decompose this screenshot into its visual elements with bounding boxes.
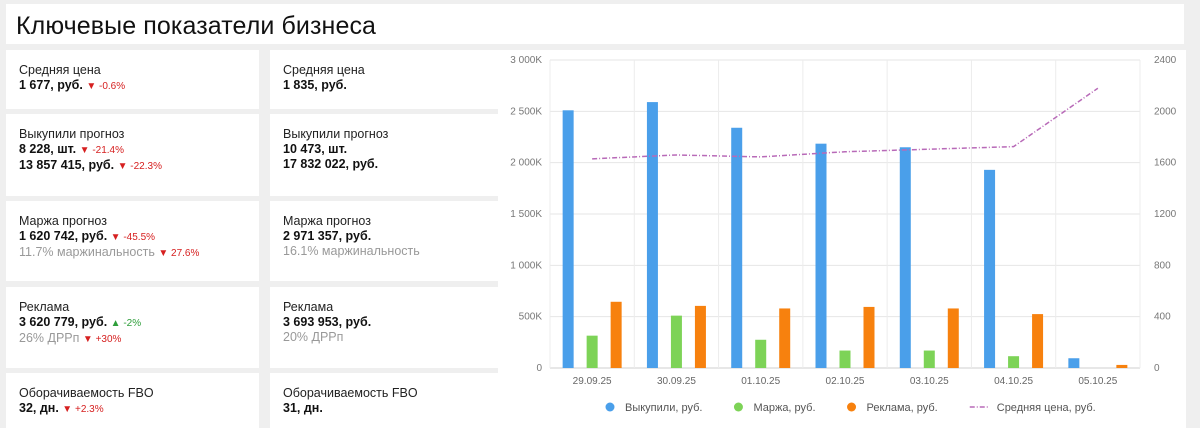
y-left-tick-label: 1 000K xyxy=(510,260,542,271)
y-right-tick-label: 800 xyxy=(1154,260,1171,271)
y-right-tick-label: 2400 xyxy=(1154,55,1177,66)
legend-label: Средняя цена, руб. xyxy=(997,402,1096,414)
bar xyxy=(1068,358,1080,368)
card-title: Реклама xyxy=(283,300,334,314)
card-title: Средняя цена xyxy=(19,63,101,77)
card-bought-forecast-previous: Выкупили прогноз 10 473, шт. 17 832 022,… xyxy=(270,114,523,196)
bar xyxy=(586,335,598,368)
card-avg-price-current: Средняя цена 1 677, руб. ▼ -0.6% xyxy=(6,50,259,109)
card-title: Выкупили прогноз xyxy=(19,127,125,141)
card-value: 32, дн. xyxy=(19,401,59,415)
card-value: 1 835, руб. xyxy=(283,78,347,92)
card-margin-forecast-current: Маржа прогноз 1 620 742, руб. ▼ -45.5% 1… xyxy=(6,201,259,281)
x-tick-label: 30.09.25 xyxy=(657,376,696,387)
card-bought-forecast-current: Выкупили прогноз 8 228, шт. ▼ -21.4% 13 … xyxy=(6,114,259,196)
card-value-units: 8 228, шт. xyxy=(19,142,77,156)
card-title: Оборачиваемость FBO xyxy=(19,386,154,400)
bar xyxy=(1116,364,1128,368)
card-value-rub: 13 857 415, руб. xyxy=(19,158,115,172)
card-turnover-fbo-previous: Оборачиваемость FBO 31, дн. xyxy=(270,373,523,428)
line-series xyxy=(592,87,1099,160)
card-subvalue: 11.7% маржинальность xyxy=(19,245,155,259)
x-tick-label: 05.10.25 xyxy=(1078,376,1117,387)
card-avg-price-previous: Средняя цена 1 835, руб. xyxy=(270,50,523,109)
bar xyxy=(779,308,791,368)
delta-down: ▼ -45.5% xyxy=(110,232,156,243)
card-subvalue: 16.1% маржинальность xyxy=(283,244,420,258)
y-left-tick-label: 2 000K xyxy=(510,158,542,169)
card-subvalue: 20% ДРРп xyxy=(283,330,344,344)
card-value: 3 620 779, руб. xyxy=(19,315,108,329)
bar xyxy=(984,169,996,368)
bar xyxy=(815,143,827,368)
legend-marker xyxy=(847,402,857,412)
delta-down: ▼ -21.4% xyxy=(79,145,125,156)
bar xyxy=(863,306,875,368)
card-value-units: 10 473, шт. xyxy=(283,142,348,156)
page-title: Ключевые показатели бизнеса xyxy=(16,12,377,40)
card-title: Выкупили прогноз xyxy=(283,127,389,141)
x-tick-label: 02.10.25 xyxy=(826,376,865,387)
bar xyxy=(731,127,743,368)
chart-panel: 0 0 500K 400 1 000K 800 1 500K 1200 2 000K 1600 2 … xyxy=(498,50,1186,428)
card-title: Реклама xyxy=(19,300,70,314)
y-left-tick-label: 0 xyxy=(536,363,542,374)
x-tick-label: 01.10.25 xyxy=(741,376,780,387)
delta-down: ▼ -0.6% xyxy=(86,81,126,92)
delta-down: ▼ -22.3% xyxy=(117,161,162,172)
bar xyxy=(755,339,767,368)
legend-label: Выкупили, руб. xyxy=(625,402,702,414)
legend-label: Маржа, руб. xyxy=(753,402,815,414)
delta-up: ▲ -2% xyxy=(110,318,142,329)
delta-down: ▼ +30% xyxy=(82,334,122,345)
card-title: Маржа прогноз xyxy=(283,214,371,228)
card-value: 1 677, руб. xyxy=(19,78,83,92)
legend-label: Реклама, руб. xyxy=(867,402,938,414)
card-subvalue: 26% ДРРп xyxy=(19,331,80,345)
bar xyxy=(947,308,959,368)
bar xyxy=(1008,356,1020,368)
card-title: Маржа прогноз xyxy=(19,214,107,228)
bar xyxy=(646,102,658,369)
bar xyxy=(899,147,911,368)
bar xyxy=(670,315,682,368)
x-tick-label: 29.09.25 xyxy=(573,376,612,387)
delta-down: ▼ +2.3% xyxy=(62,404,104,415)
legend-marker xyxy=(733,402,743,412)
y-left-tick-label: 3 000K xyxy=(510,55,542,66)
card-value: 1 620 742, руб. xyxy=(19,229,108,243)
bar xyxy=(694,305,706,368)
x-tick-label: 03.10.25 xyxy=(910,376,949,387)
y-right-tick-label: 400 xyxy=(1154,312,1171,323)
card-title: Оборачиваемость FBO xyxy=(283,386,418,400)
legend-marker xyxy=(605,402,615,412)
card-value: 2 971 357, руб. xyxy=(283,229,372,243)
y-left-tick-label: 500K xyxy=(519,312,543,323)
card-ads-previous: Реклама 3 693 953, руб. 20% ДРРп xyxy=(270,287,523,368)
bar xyxy=(1032,314,1044,368)
card-ads-current: Реклама 3 620 779, руб. ▲ -2% 26% ДРРп ▼… xyxy=(6,287,259,368)
delta-down: ▼ 27.6% xyxy=(158,248,200,259)
y-right-tick-label: 1200 xyxy=(1154,209,1177,220)
card-margin-forecast-previous: Маржа прогноз 2 971 357, руб. 16.1% марж… xyxy=(270,201,523,281)
card-turnover-fbo-current: Оборачиваемость FBO 32, дн. ▼ +2.3% xyxy=(6,373,259,428)
x-tick-label: 04.10.25 xyxy=(994,376,1033,387)
page-header: Ключевые показатели бизнеса xyxy=(6,4,1184,44)
business-chart: 0 0 500K 400 1 000K 800 1 500K 1200 2 000K 1600 2 … xyxy=(510,55,1177,414)
y-left-tick-label: 2 500K xyxy=(510,106,542,117)
y-left-tick-label: 1 500K xyxy=(510,209,542,220)
card-value: 31, дн. xyxy=(283,401,323,415)
bar xyxy=(562,110,574,368)
card-value-rub: 17 832 022, руб. xyxy=(283,157,379,171)
card-title: Средняя цена xyxy=(283,63,365,77)
bar xyxy=(923,350,935,368)
card-value: 3 693 953, руб. xyxy=(283,315,372,329)
bar xyxy=(839,350,851,368)
bar xyxy=(610,301,622,368)
y-right-tick-label: 0 xyxy=(1154,363,1160,374)
y-right-tick-label: 1600 xyxy=(1154,158,1177,169)
y-right-tick-label: 2000 xyxy=(1154,106,1177,117)
